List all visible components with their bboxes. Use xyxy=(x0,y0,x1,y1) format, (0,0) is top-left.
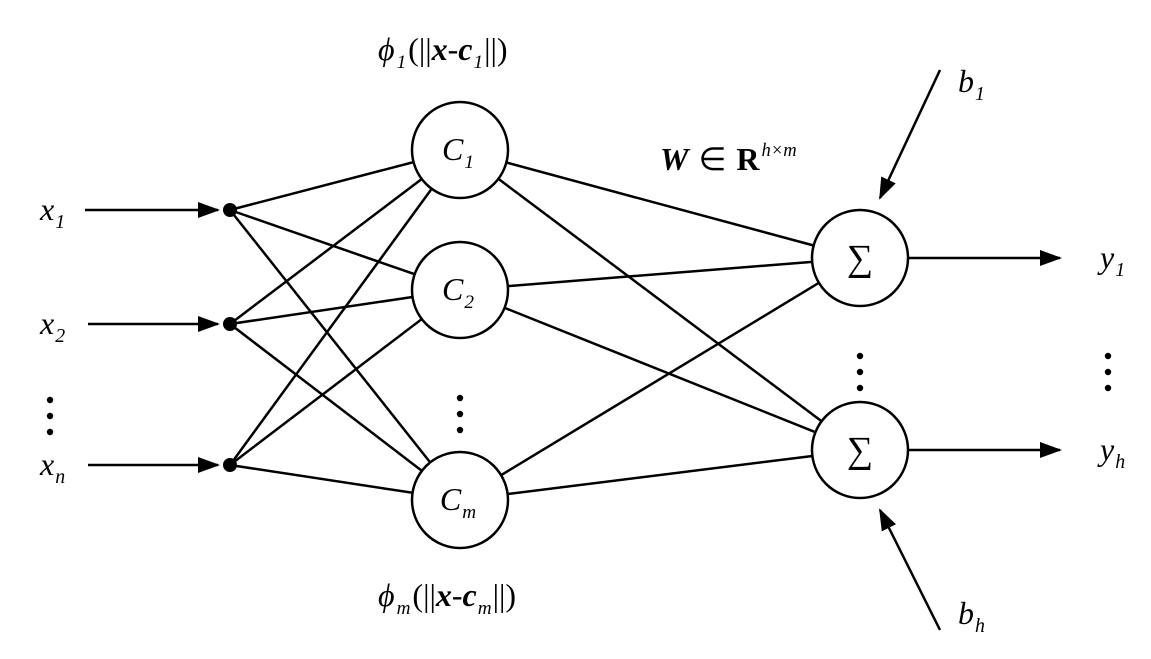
edge xyxy=(508,456,813,494)
weights-annotation: W ∈ Rh×m xyxy=(660,140,797,177)
edge xyxy=(498,179,821,421)
input-junction xyxy=(223,203,237,217)
edge xyxy=(880,70,940,198)
edge xyxy=(508,262,812,286)
bias-label: b1 xyxy=(958,63,985,105)
phim-annotation: ϕm(||x-cm||) xyxy=(378,577,516,619)
edge xyxy=(501,283,819,475)
edge xyxy=(230,210,415,274)
edge xyxy=(230,465,413,493)
phi1-annotation: ϕ1(||x-c1||) xyxy=(378,31,508,73)
vdots-dot xyxy=(857,353,863,359)
output-label: yh xyxy=(1097,431,1125,473)
input-junction xyxy=(223,317,237,331)
input-label: x2 xyxy=(39,305,65,347)
edge xyxy=(505,308,816,432)
vdots-dot xyxy=(457,411,463,417)
vdots-dot xyxy=(457,395,463,401)
vdots-dot xyxy=(857,369,863,375)
bias-label: bh xyxy=(958,595,985,637)
vdots-dot xyxy=(47,397,53,403)
vdots-dot xyxy=(1105,369,1111,375)
vdots-dot xyxy=(857,385,863,391)
edge xyxy=(230,319,422,465)
edge xyxy=(230,179,422,324)
sum-symbol: ∑ xyxy=(847,237,873,278)
vdots-dot xyxy=(47,413,53,419)
vdots-dot xyxy=(1105,353,1111,359)
input-label: xn xyxy=(39,446,65,488)
vdots-dot xyxy=(457,427,463,433)
edge xyxy=(880,510,940,630)
input-junction xyxy=(223,458,237,472)
edge xyxy=(230,162,414,210)
vdots-dot xyxy=(1105,385,1111,391)
output-label: y1 xyxy=(1097,239,1125,281)
sum-symbol: ∑ xyxy=(847,429,873,470)
vdots-dot xyxy=(47,429,53,435)
input-label: x1 xyxy=(39,191,65,233)
edge xyxy=(230,324,422,471)
edge xyxy=(230,189,432,465)
edge xyxy=(230,297,413,324)
